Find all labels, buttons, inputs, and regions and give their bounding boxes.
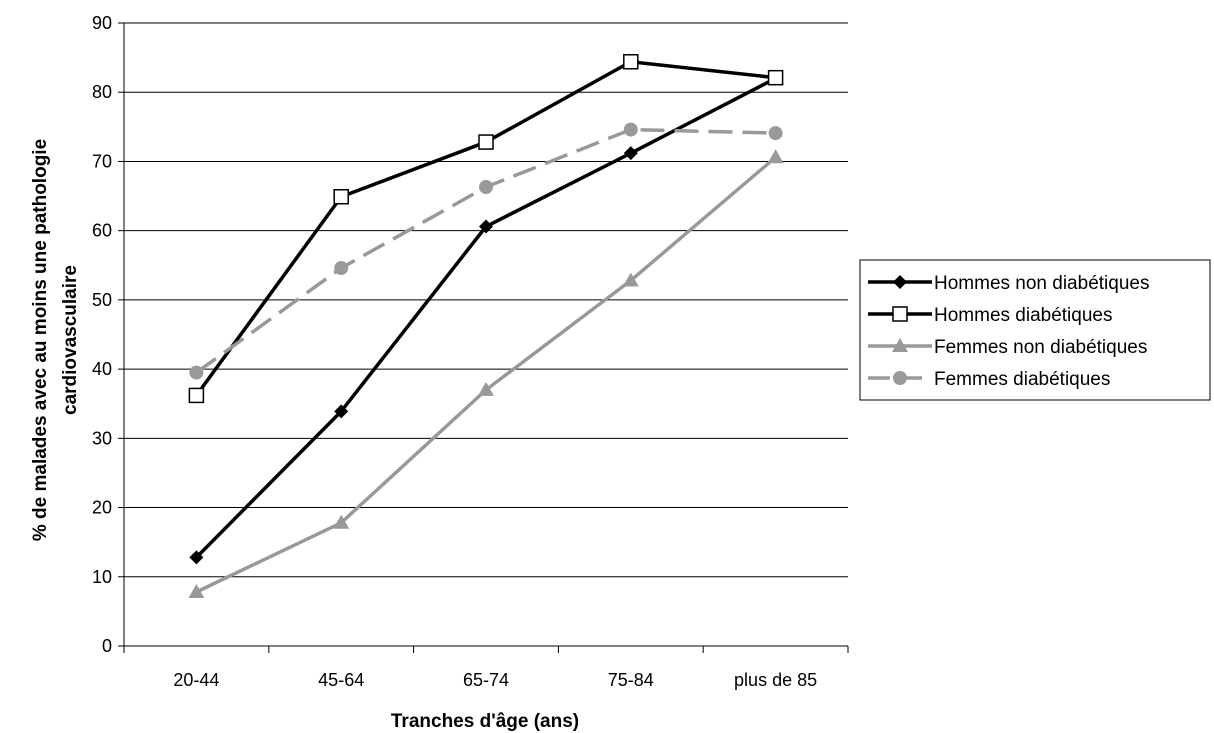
gridlines [124,23,848,577]
x-axis-title: Tranches d'âge (ans) [391,711,579,732]
x-tick-label-3: 75-84 [608,670,654,690]
legend-label-2: Femmes non diabétiques [934,337,1147,358]
y-tick-label-20: 20 [92,498,112,518]
data-point-s1-3 [624,55,638,69]
data-point-s3-2 [479,180,493,194]
y-tick-label-60: 60 [92,221,112,241]
data-point-s1-0 [189,388,203,402]
y-tick-label-80: 80 [92,82,112,102]
data-point-s2-4 [768,149,784,163]
legend-marker-3 [893,371,907,385]
y-tick-label-50: 50 [92,290,112,310]
legend-label-0: Hommes non diabétiques [934,273,1149,294]
series-line-3 [196,130,775,373]
x-tick-label-0: 20-44 [173,670,219,690]
data-point-s3-4 [769,126,783,140]
y-axis-title-line-1: % de malades avec au moins une pathologi… [30,139,51,541]
y-tick-labels: 0 10 20 30 40 50 60 70 80 90 [92,13,112,656]
data-point-s1-2 [479,135,493,149]
y-tick-label-10: 10 [92,567,112,587]
legend-label-1: Hommes diabétiques [934,305,1112,326]
data-point-s3-3 [624,123,638,137]
y-tick-label-90: 90 [92,13,112,33]
x-tick-label-2: 65-74 [463,670,509,690]
y-tick-label-0: 0 [102,636,112,656]
series-group [188,55,783,598]
series-line-0 [196,78,775,557]
data-point-s1-4 [769,71,783,85]
y-axis-title-line-2: cardiovasculaire [60,265,81,415]
data-point-s0-3 [624,146,638,160]
x-tick-label-1: 45-64 [318,670,364,690]
y-axis-title: % de malades avec au moins une pathologi… [30,139,81,541]
y-tick-label-30: 30 [92,428,112,448]
legend-marker-1 [893,307,907,321]
y-tick-label-40: 40 [92,359,112,379]
data-point-s3-1 [334,261,348,275]
y-tick-label-70: 70 [92,151,112,171]
legend-label-3: Femmes diabétiques [934,369,1110,390]
axes [118,23,848,653]
data-point-s3-0 [189,366,203,380]
x-tick-label-4: plus de 85 [734,670,817,690]
legend: Hommes non diabétiques Hommes diabétiques… [860,260,1210,400]
data-point-s1-1 [334,190,348,204]
x-tick-labels: 20-44 45-64 65-74 75-84 plus de 85 [173,670,817,690]
